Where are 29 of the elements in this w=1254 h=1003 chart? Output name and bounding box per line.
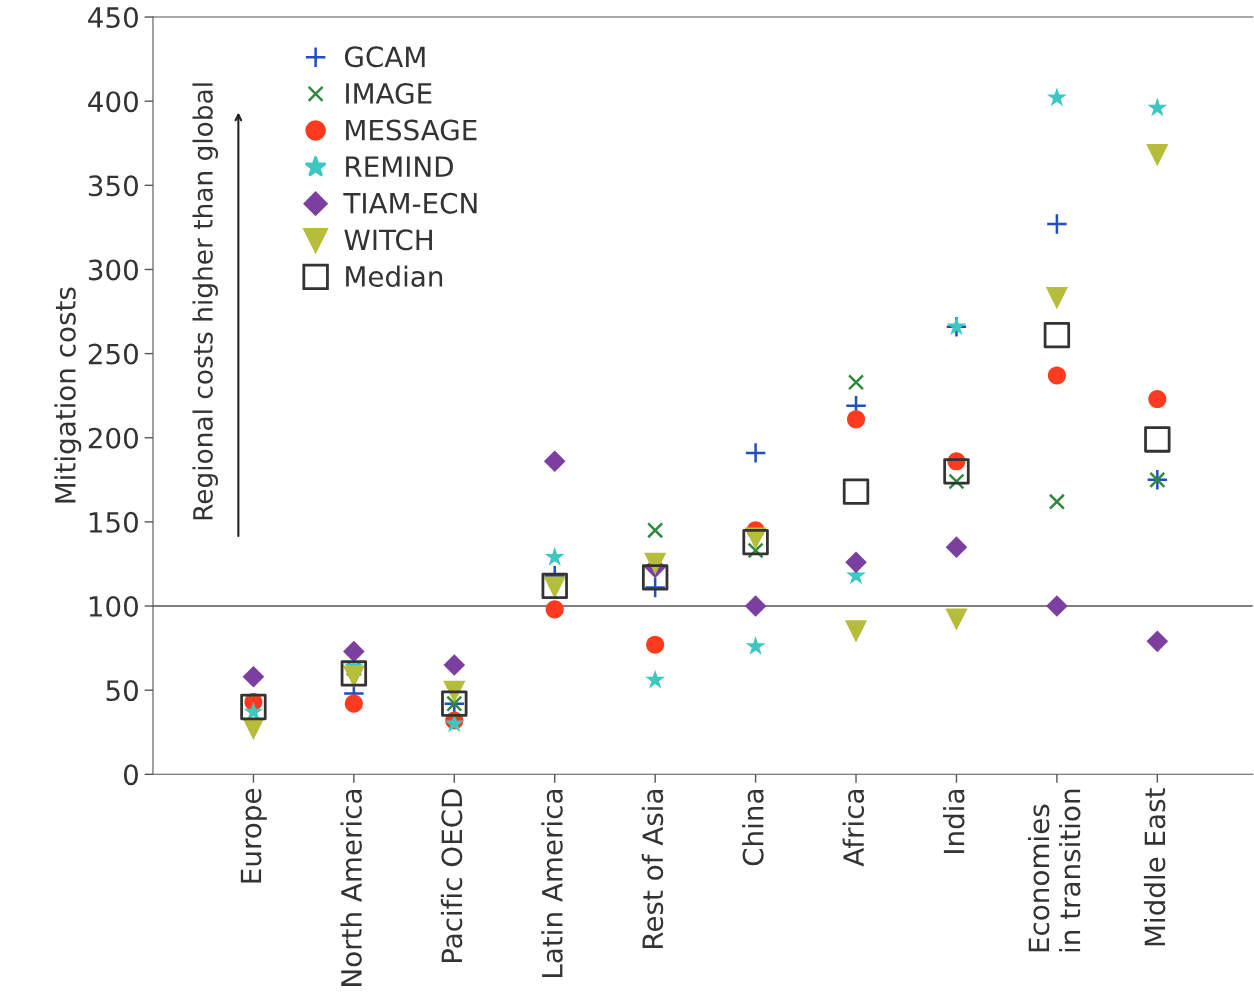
- x-tick-label: India: [943, 790, 965, 853]
- x-tick-label: Africa: [842, 790, 865, 867]
- x-tick-label: Europe: [240, 788, 267, 883]
- y-tick-label: 250: [88, 343, 138, 365]
- y-tick-label: 200: [88, 427, 138, 449]
- y-tick-label: 0: [123, 764, 138, 786]
- legend-label: IMAGE: [346, 82, 432, 104]
- x-tick-label: Rest of Asia: [641, 790, 664, 948]
- y-tick-label: 300: [88, 259, 138, 281]
- y-tick-label: 350: [88, 175, 138, 197]
- x-tick-label: Pacific OECD: [440, 789, 463, 963]
- x-tick-label: China: [742, 790, 764, 866]
- y-tick-label: 150: [89, 511, 138, 533]
- legend-label: TIAM-ECN: [343, 192, 477, 214]
- x-tick-label: Latin America: [541, 790, 563, 977]
- legend-label: REMIND: [346, 156, 453, 177]
- legend-label: MESSAGE: [346, 119, 477, 141]
- legend-label: GCAM: [344, 46, 425, 68]
- x-tick-label: North America: [340, 790, 362, 986]
- legend-label: WITCH: [344, 229, 432, 251]
- y-tick-label: 50: [106, 680, 138, 702]
- legend-label: Median: [346, 265, 443, 287]
- y-axis-title: Mitigation costs: [54, 287, 82, 503]
- x-tick-label: Middle East: [1143, 788, 1166, 946]
- y-tick-label: 400: [88, 91, 138, 113]
- annotation: Regional costs higher than global: [192, 83, 218, 520]
- y-tick-label: 450: [88, 6, 138, 28]
- y-tick-label: 100: [89, 595, 138, 617]
- x-tick-label: Economies in transition: [1027, 789, 1081, 952]
